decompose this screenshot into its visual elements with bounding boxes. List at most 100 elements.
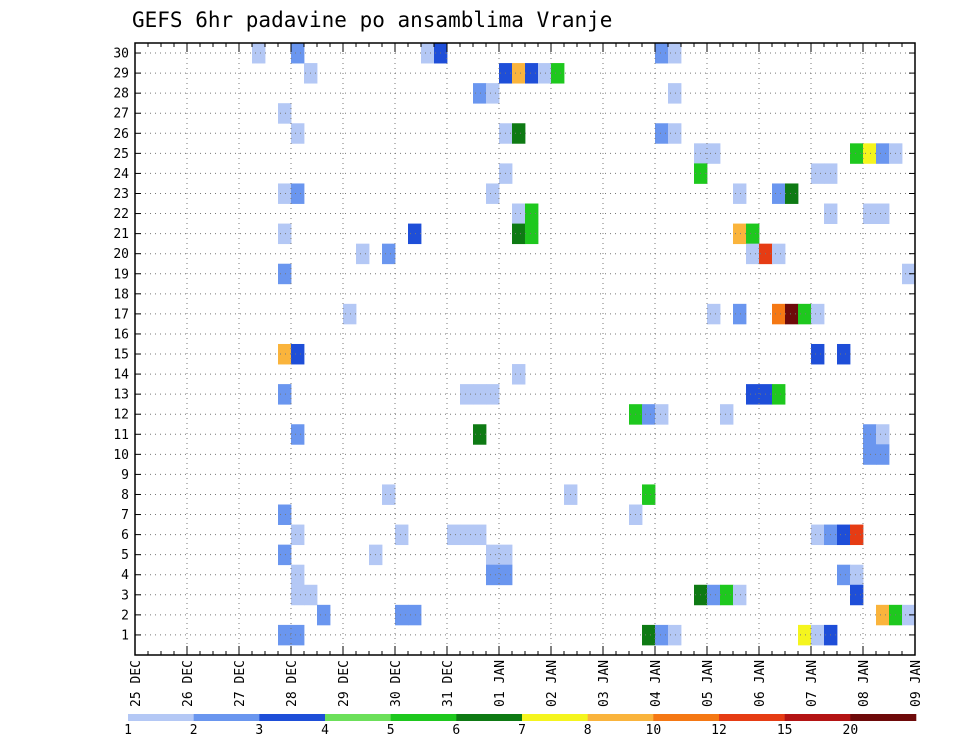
heatmap-cell — [291, 343, 305, 365]
legend-swatch — [128, 714, 194, 721]
heatmap-cell — [902, 604, 916, 626]
heatmap-cell — [655, 123, 669, 144]
heatmap-cell — [811, 163, 825, 184]
heatmap-cell — [733, 223, 747, 245]
heatmap-cell — [473, 424, 487, 445]
heatmap-cell — [876, 604, 890, 626]
y-tick-label: 9 — [121, 468, 129, 483]
heatmap-cell — [668, 83, 682, 104]
legend-swatch — [850, 714, 917, 721]
y-tick-label: 13 — [113, 388, 129, 403]
heatmap-cell — [486, 83, 500, 104]
legend-label: 12 — [711, 723, 727, 738]
x-tick-label: 03 JAN — [597, 660, 612, 707]
heatmap-cell — [278, 624, 292, 646]
heatmap-cell — [512, 123, 526, 144]
y-tick-label: 14 — [113, 368, 129, 383]
heatmap-cell — [746, 384, 760, 405]
legend-label: 15 — [777, 723, 793, 738]
heatmap-cell — [746, 223, 760, 245]
heatmap-cell — [486, 544, 500, 566]
heatmap-cell — [278, 103, 292, 124]
heatmap-cell — [863, 143, 877, 164]
y-tick-label: 29 — [113, 67, 129, 82]
heatmap-cell — [291, 584, 305, 606]
x-tick-label: 27 DEC — [233, 660, 248, 707]
y-tick-label: 6 — [121, 528, 129, 543]
legend-label: 6 — [452, 723, 460, 738]
x-tick-label: 02 JAN — [545, 660, 560, 707]
y-tick-label: 16 — [113, 327, 129, 342]
legend-swatch — [784, 714, 851, 721]
heatmap-cell — [486, 564, 500, 586]
heatmap-cell — [486, 183, 500, 204]
heatmap-cell — [525, 223, 539, 245]
heatmap-cell — [525, 203, 539, 224]
heatmap-cell — [473, 384, 487, 405]
heatmap-cell — [291, 524, 305, 546]
heatmap-cell — [902, 263, 916, 285]
heatmap-cell — [668, 624, 682, 646]
heatmap-cell — [278, 504, 292, 525]
legend-swatch — [390, 714, 457, 721]
heatmap-cell — [291, 424, 305, 445]
y-tick-label: 3 — [121, 588, 129, 603]
heatmap-cell — [460, 384, 474, 405]
heatmap-cell — [278, 544, 292, 566]
heatmap-cell — [278, 183, 292, 204]
y-tick-label: 27 — [113, 107, 129, 122]
legend-label: 20 — [843, 723, 859, 738]
legend-label: 8 — [584, 723, 592, 738]
heatmap-cell — [291, 564, 305, 586]
heatmap-cell — [811, 303, 825, 325]
heatmap-cell — [473, 524, 487, 546]
heatmap-cell — [772, 243, 786, 265]
heatmap-cell — [720, 404, 734, 425]
y-tick-label: 8 — [121, 488, 129, 503]
heatmap-cell — [876, 143, 890, 164]
y-axis: 1234567891011121314151617181920212223242… — [113, 47, 915, 643]
legend-swatch — [587, 714, 654, 721]
heatmap-cell — [876, 203, 890, 224]
y-tick-label: 2 — [121, 608, 129, 623]
heatmap-cell — [512, 364, 526, 385]
y-tick-label: 24 — [113, 167, 129, 182]
heatmap-cell — [408, 604, 422, 626]
legend-swatch — [456, 714, 523, 721]
x-tick-label: 08 JAN — [857, 660, 872, 707]
heatmap-cell — [746, 243, 760, 265]
x-tick-label: 29 DEC — [337, 660, 352, 707]
y-tick-label: 18 — [113, 287, 129, 302]
legend-swatch — [653, 714, 720, 721]
y-tick-label: 1 — [121, 628, 129, 643]
heatmap-cells — [252, 43, 916, 646]
heatmap-cell — [772, 384, 786, 405]
heatmap-cell — [772, 303, 786, 325]
x-tick-label: 01 JAN — [493, 660, 508, 707]
y-tick-label: 11 — [113, 428, 129, 443]
legend-label: 7 — [518, 723, 526, 738]
legend-swatch — [325, 714, 391, 721]
heatmap-cell — [382, 243, 396, 265]
y-tick-label: 22 — [113, 207, 129, 222]
x-tick-label: 05 JAN — [701, 660, 716, 707]
x-tick-label: 30 DEC — [389, 660, 404, 707]
heatmap-cell — [460, 524, 474, 546]
heatmap-cell — [707, 303, 721, 325]
heatmap-cell — [421, 43, 435, 64]
legend-label: 2 — [190, 723, 198, 738]
x-tick-label: 06 JAN — [753, 660, 768, 707]
y-tick-label: 5 — [121, 548, 129, 563]
color-legend: 1 2 3 4 5 6 7 8 10 12 15 20 — [124, 714, 917, 738]
heatmap-cell — [811, 343, 825, 365]
legend-label: 10 — [646, 723, 662, 738]
heatmap-cell — [850, 524, 864, 546]
legend-swatch — [719, 714, 785, 721]
heatmap-cell — [278, 384, 292, 405]
y-tick-label: 28 — [113, 87, 129, 102]
grid-lines — [135, 43, 915, 655]
y-tick-label: 30 — [113, 47, 129, 62]
heatmap-cell — [733, 183, 747, 204]
chart-title: GEFS 6hr padavine po ansamblima Vranje — [132, 8, 612, 32]
